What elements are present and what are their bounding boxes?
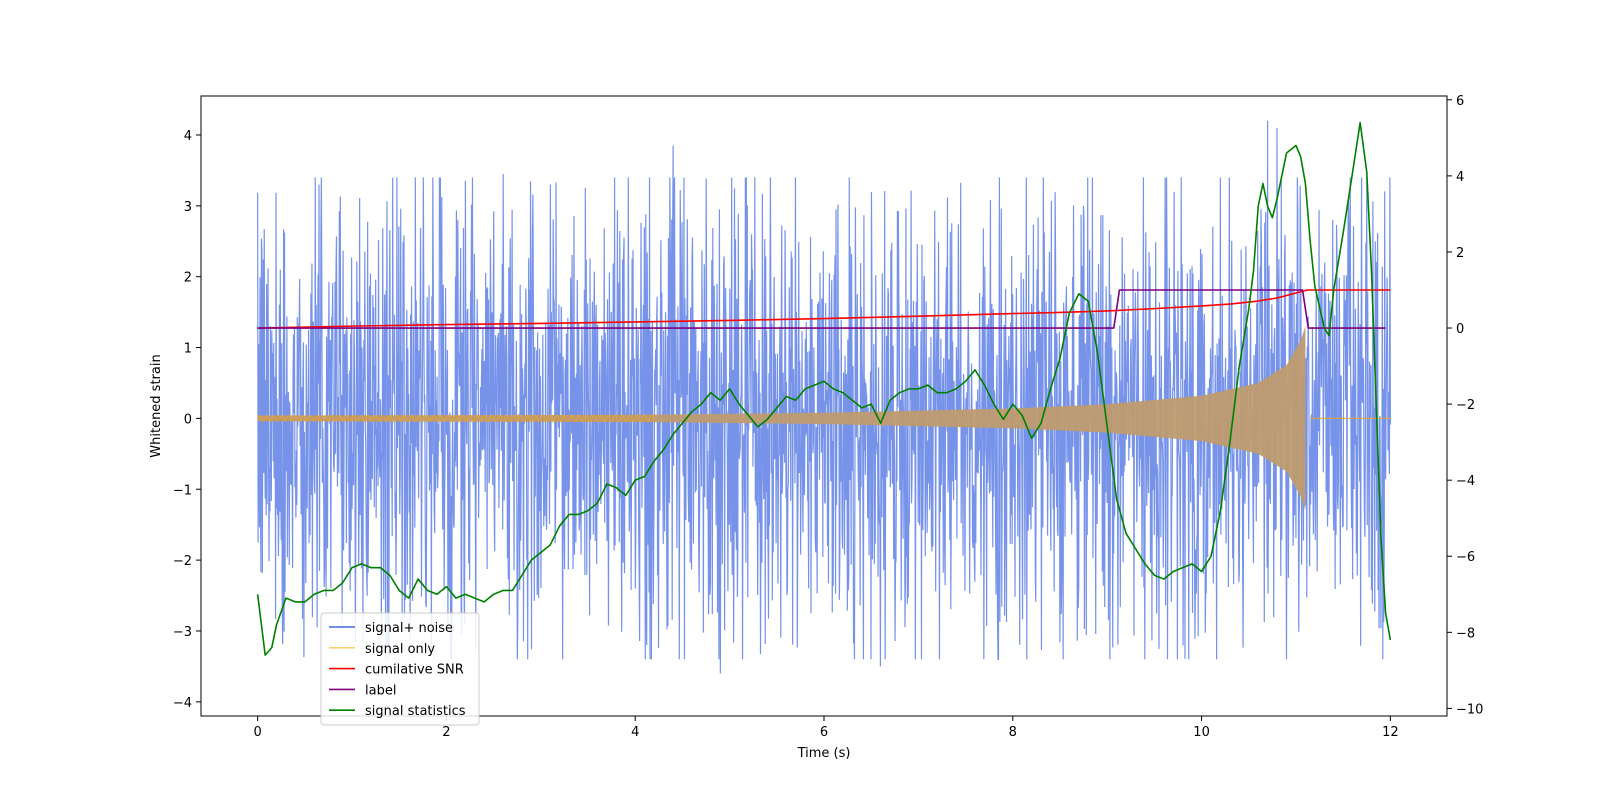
y-tick-label: −1 bbox=[173, 483, 192, 498]
y-right-tick-label: −10 bbox=[1456, 702, 1483, 717]
y-tick-label: 1 bbox=[184, 342, 192, 357]
legend-entry: signal statistics bbox=[365, 704, 466, 719]
x-tick-label: 0 bbox=[253, 725, 261, 740]
y-right-tick-label: 6 bbox=[1456, 94, 1464, 109]
x-tick-label: 10 bbox=[1193, 725, 1210, 740]
y-tick-label: 0 bbox=[184, 412, 192, 427]
y-right-tick-label: 4 bbox=[1456, 170, 1464, 185]
x-tick-label: 12 bbox=[1382, 725, 1399, 740]
y-axis-label: Whitened strain bbox=[149, 354, 164, 457]
legend-entry: signal+ noise bbox=[365, 621, 453, 636]
legend-entry: cumilative SNR bbox=[365, 663, 464, 678]
y-tick-label: 4 bbox=[184, 129, 192, 144]
legend: signal+ noise signal only cumilative SNR la… bbox=[320, 612, 480, 726]
y-tick-label: 3 bbox=[184, 200, 192, 215]
legend-entry: label bbox=[365, 683, 396, 698]
x-tick-label: 4 bbox=[631, 725, 639, 740]
x-tick-label: 8 bbox=[1009, 725, 1017, 740]
series-signal-only-line bbox=[257, 414, 655, 423]
y-tick-label: −4 bbox=[173, 696, 192, 711]
x-axis-label: Time (s) bbox=[797, 746, 851, 761]
x-tick-label: 6 bbox=[820, 725, 828, 740]
series-label-line bbox=[257, 289, 1386, 329]
series-signal-only-envelope bbox=[257, 326, 1306, 511]
y-right-tick-label: −4 bbox=[1456, 474, 1475, 489]
y-right-tick-label: −6 bbox=[1456, 550, 1475, 565]
y-right-tick-label: −2 bbox=[1456, 398, 1475, 413]
y-right-tick-label: 2 bbox=[1456, 246, 1464, 261]
series-signal-statistics-line bbox=[256, 121, 1392, 656]
legend-entry: signal only bbox=[365, 642, 435, 657]
y-right-tick-label: −8 bbox=[1456, 626, 1475, 641]
legend-box bbox=[320, 612, 480, 726]
series-cumulative-snr-line bbox=[257, 289, 1391, 329]
x-tick-label: 2 bbox=[442, 725, 450, 740]
y-tick-label: −3 bbox=[173, 625, 192, 640]
y-right-tick-label: 0 bbox=[1456, 322, 1464, 337]
y-tick-label: −2 bbox=[173, 554, 192, 569]
y-tick-label: 2 bbox=[184, 271, 192, 286]
